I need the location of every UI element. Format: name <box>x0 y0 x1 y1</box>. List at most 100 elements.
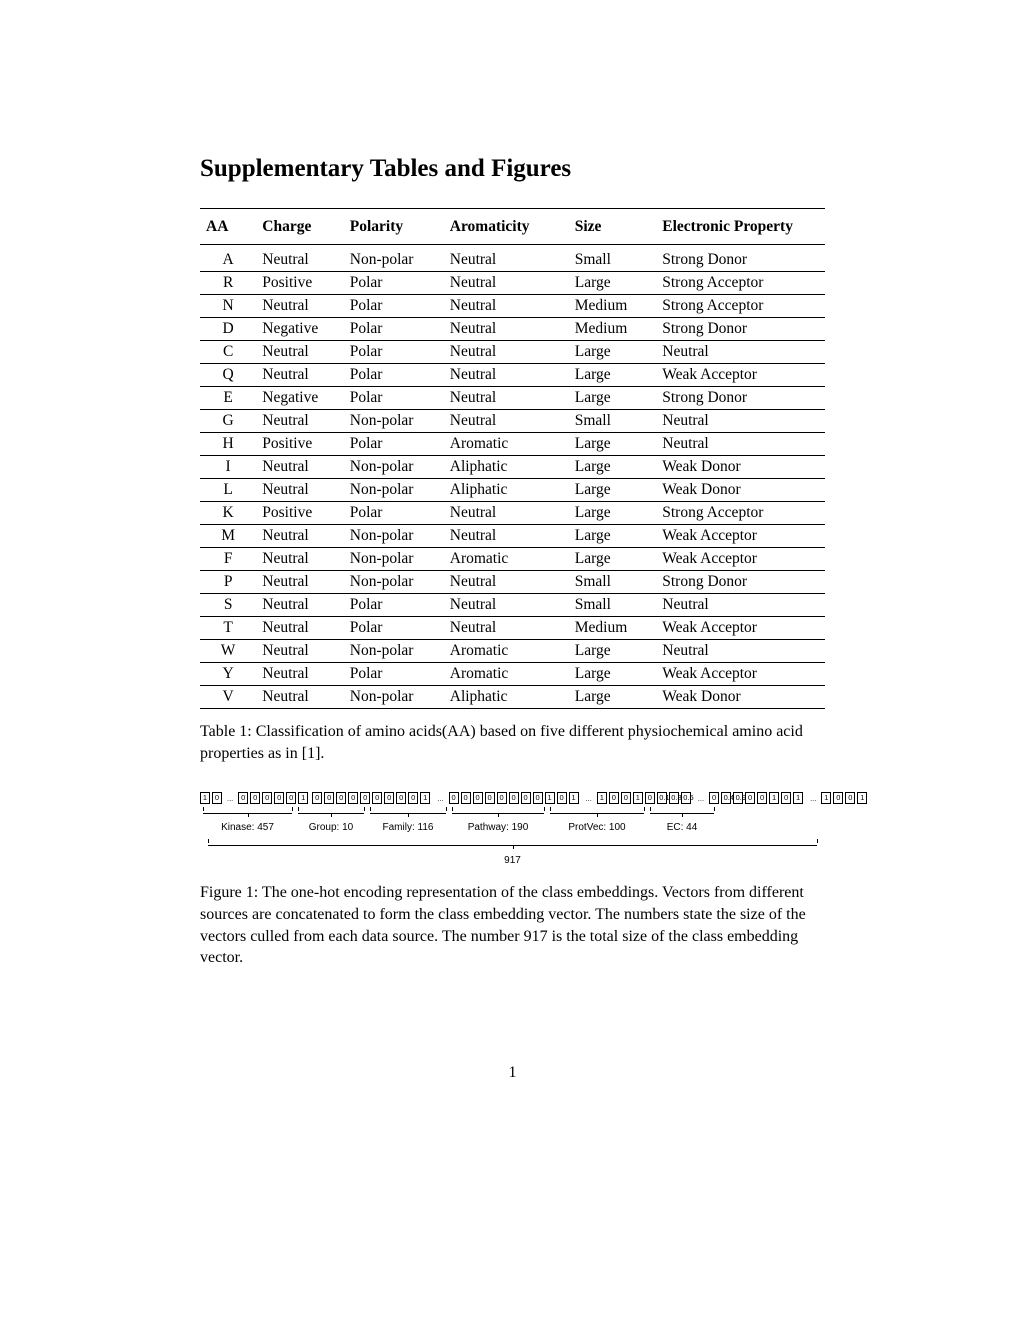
table-cell: Neutral <box>256 295 344 318</box>
total-label: 917 <box>200 855 825 866</box>
vector-cell: 1 <box>298 792 308 804</box>
table-cell: Large <box>569 479 657 502</box>
table-cell: Neutral <box>444 341 569 364</box>
table-cell: Polar <box>344 387 444 410</box>
table-cell: F <box>200 548 256 571</box>
table-cell: Neutral <box>256 525 344 548</box>
table-cell: Neutral <box>444 272 569 295</box>
vector-cell: 0 <box>497 792 507 804</box>
table-cell: Large <box>569 640 657 663</box>
table-cell: V <box>200 686 256 709</box>
table-cell: A <box>200 245 256 272</box>
brace-tip <box>597 813 598 817</box>
table-cell: Large <box>569 548 657 571</box>
table-header-cell: Electronic Property <box>656 209 825 245</box>
table-row: RPositivePolarNeutralLargeStrong Accepto… <box>200 272 825 295</box>
table-cell: Neutral <box>656 433 825 456</box>
table-cell: Small <box>569 410 657 433</box>
table-cell: Neutral <box>444 295 569 318</box>
brace-label: EC: 44 <box>647 822 717 833</box>
vector-cell: 1 <box>200 792 210 804</box>
vector-row: 10...0000010000000001...00000000101...10… <box>200 792 825 804</box>
table-cell: Neutral <box>444 245 569 272</box>
brace-tip <box>331 813 332 817</box>
brace-group: EC: 44 <box>647 807 717 833</box>
table-cell: Polar <box>344 433 444 456</box>
vector-cell: 0 <box>757 792 767 804</box>
vector-cell: 0 <box>212 792 222 804</box>
vector-cell: 0 <box>709 792 719 804</box>
table-row: CNeutralPolarNeutralLargeNeutral <box>200 341 825 364</box>
table-cell: I <box>200 456 256 479</box>
vector-cell: 1 <box>857 792 867 804</box>
brace-row: Kinase: 457Group: 10Family: 116Pathway: … <box>200 807 825 833</box>
brace-line <box>452 807 544 814</box>
table-row: TNeutralPolarNeutralMediumWeak Acceptor <box>200 617 825 640</box>
vector-cell: 0 <box>833 792 843 804</box>
table-cell: Strong Donor <box>656 245 825 272</box>
table-cell: Neutral <box>256 364 344 387</box>
table-cell: Strong Donor <box>656 318 825 341</box>
table-cell: Aliphatic <box>444 479 569 502</box>
vector-cell: 0 <box>262 792 272 804</box>
table-header-cell: Charge <box>256 209 344 245</box>
vector-cell: 0 <box>286 792 296 804</box>
table-row: PNeutralNon-polarNeutralSmallStrong Dono… <box>200 571 825 594</box>
table-cell: Neutral <box>444 364 569 387</box>
vector-cell: 0 <box>336 792 346 804</box>
vector-cell: 0.4 <box>721 792 731 804</box>
table-cell: Polar <box>344 364 444 387</box>
brace-line <box>298 807 364 814</box>
vector-cell: 0 <box>312 792 322 804</box>
table-cell: Weak Donor <box>656 456 825 479</box>
vector-cell: 1 <box>793 792 803 804</box>
table-cell: Positive <box>256 502 344 525</box>
brace-tip <box>408 813 409 817</box>
table-cell: H <box>200 433 256 456</box>
table-row: WNeutralNon-polarAromaticLargeNeutral <box>200 640 825 663</box>
table-cell: K <box>200 502 256 525</box>
vector-cell: 1 <box>569 792 579 804</box>
brace-group: Family: 116 <box>367 807 449 833</box>
table-cell: M <box>200 525 256 548</box>
table-cell: Neutral <box>444 571 569 594</box>
table-cell: Neutral <box>444 525 569 548</box>
table-cell: Non-polar <box>344 456 444 479</box>
table-cell: Non-polar <box>344 571 444 594</box>
table-cell: Non-polar <box>344 479 444 502</box>
table-cell: Large <box>569 663 657 686</box>
vector-cell: 0 <box>324 792 334 804</box>
table-row: KPositivePolarNeutralLargeStrong Accepto… <box>200 502 825 525</box>
table-cell: Weak Donor <box>656 479 825 502</box>
table-cell: Strong Donor <box>656 571 825 594</box>
table-cell: Polar <box>344 617 444 640</box>
table-cell: Small <box>569 571 657 594</box>
vector-cell: 0.1 <box>657 792 667 804</box>
table-cell: Medium <box>569 617 657 640</box>
table-cell: Weak Acceptor <box>656 663 825 686</box>
total-row: 917 <box>200 839 825 866</box>
vector-cell: 0.8 <box>669 792 679 804</box>
figure-caption: Figure 1: The one-hot encoding represent… <box>200 882 825 968</box>
page-title: Supplementary Tables and Figures <box>200 155 825 183</box>
table-row: SNeutralPolarNeutralSmallNeutral <box>200 594 825 617</box>
brace-group: Group: 10 <box>295 807 367 833</box>
total-brace <box>208 839 817 846</box>
table-cell: Neutral <box>256 245 344 272</box>
table-cell: Non-polar <box>344 548 444 571</box>
table-cell: Aliphatic <box>444 456 569 479</box>
table-cell: Non-polar <box>344 640 444 663</box>
table-cell: Non-polar <box>344 525 444 548</box>
table-cell: Y <box>200 663 256 686</box>
table-cell: S <box>200 594 256 617</box>
vector-cell: 0 <box>473 792 483 804</box>
vector-cell: 0 <box>557 792 567 804</box>
brace-tip <box>682 813 683 817</box>
table-cell: Aromatic <box>444 640 569 663</box>
brace-tip <box>248 813 249 817</box>
table-cell: Polar <box>344 502 444 525</box>
table-header-cell: AA <box>200 209 256 245</box>
figure-1: 10...0000010000000001...00000000101...10… <box>200 792 825 866</box>
table-cell: Weak Acceptor <box>656 364 825 387</box>
table-cell: Aromatic <box>444 548 569 571</box>
